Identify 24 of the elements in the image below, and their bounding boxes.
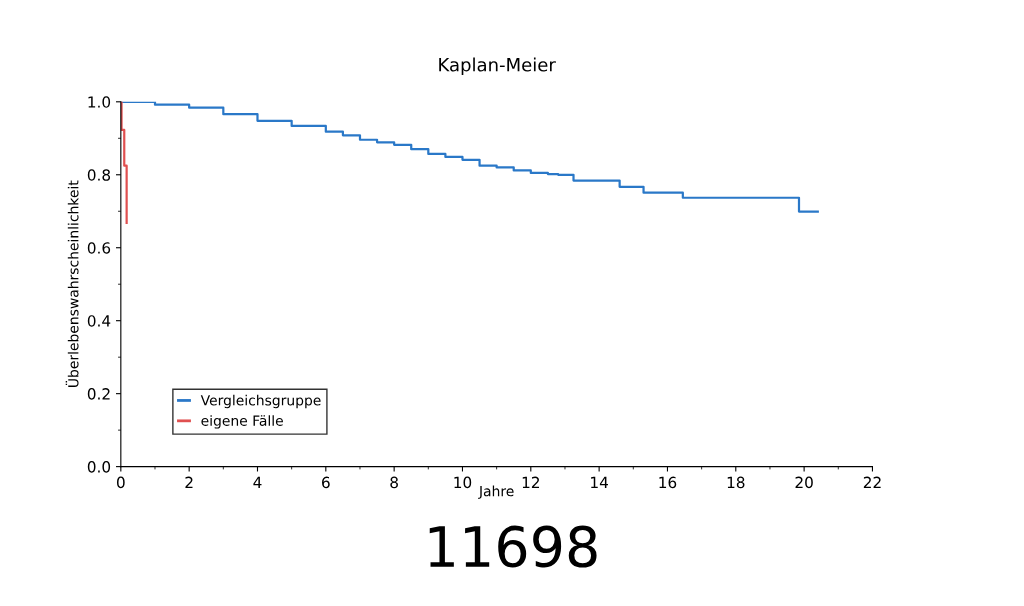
y-tick-label: 1.0 [88, 96, 111, 108]
x-tick-label: 14 [591, 476, 608, 488]
y-axis-title: Überlebenswahrscheinlichkeit [65, 180, 79, 387]
x-tick-label: 16 [659, 476, 677, 489]
x-tick-label: 10 [454, 476, 472, 489]
x-tick-label: 22 [863, 476, 881, 488]
x-tick-label: 20 [795, 476, 813, 489]
x-tick-label: 2 [185, 476, 193, 488]
chart-title: Kaplan-Meier [439, 57, 556, 76]
x-tick-label: 4 [253, 476, 262, 488]
y-tick-label: 0.6 [87, 242, 111, 254]
x-tick-label: 6 [322, 476, 330, 489]
y-tick-label: 0.8 [87, 169, 111, 181]
x-tick-label: 8 [390, 476, 398, 489]
x-axis-title: Jahre [478, 485, 514, 499]
x-tick-label: 0 [116, 476, 125, 489]
x-tick-label: 18 [727, 476, 745, 489]
y-tick-label: 0.0 [87, 461, 111, 473]
text: 11698 [429, 525, 597, 568]
legend-label: eigene Fälle [201, 415, 283, 429]
y-tick-label: 0.2 [87, 388, 110, 400]
x-tick-label: 12 [522, 476, 539, 488]
legend-label: Vergleichsgruppe [200, 394, 321, 409]
y-tick-label: 0.4 [87, 315, 111, 327]
